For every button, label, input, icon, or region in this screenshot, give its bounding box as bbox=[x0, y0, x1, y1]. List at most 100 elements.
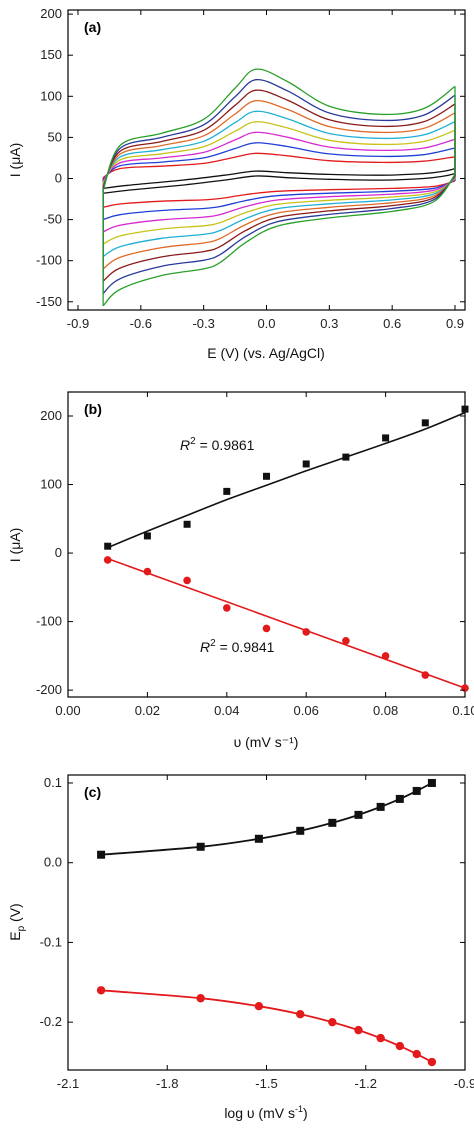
axes-b: 0.00 0.02 0.04 0.06 0.08 0.10 -200 -100 0 100 200 bbox=[36, 392, 474, 718]
panel-c: (c) -2.1 -1.8 -1.5 -1.2 -0.9 -0.2 -0.1 0.0 0.1 l… bbox=[7, 774, 474, 1121]
cv-cathodic-branch bbox=[102, 177, 456, 258]
cv-cathodic-branch bbox=[102, 180, 456, 208]
y-tick-label: 50 bbox=[48, 129, 62, 144]
cv-anodic-branch bbox=[102, 142, 456, 180]
y-tick-label: -0.1 bbox=[40, 934, 62, 949]
data-point-square bbox=[342, 453, 350, 461]
data-point-square bbox=[427, 778, 436, 787]
data-point-circle bbox=[342, 636, 350, 645]
x-tick-label: -0.9 bbox=[67, 316, 89, 331]
y-axis-label-b: I (μA) bbox=[7, 528, 23, 563]
x-tick-label: -0.3 bbox=[192, 316, 214, 331]
data-point-circle bbox=[296, 1009, 305, 1019]
panel-label-a: (a) bbox=[84, 19, 101, 35]
data-point-circle bbox=[103, 556, 112, 564]
data-point-circle bbox=[328, 1017, 337, 1027]
y-tick-label: -100 bbox=[36, 253, 62, 268]
x-axis-label-a: E (V) (vs. Ag/AgCl) bbox=[207, 345, 324, 361]
panel-label-c: (c) bbox=[84, 784, 101, 800]
y-tick-label: 200 bbox=[40, 6, 62, 21]
y-tick-label: -200 bbox=[36, 682, 62, 697]
x-axis-label-b: υ (mV s⁻¹) bbox=[234, 734, 299, 750]
fit-line bbox=[107, 411, 466, 549]
y-tick-label: 200 bbox=[40, 408, 62, 423]
x-tick-label: 0.02 bbox=[135, 703, 160, 718]
x-tick-label: -1.5 bbox=[255, 1076, 277, 1091]
x-tick-label: -1.2 bbox=[355, 1076, 377, 1091]
y-axis-label-a: I (μA) bbox=[7, 143, 23, 178]
data-point-square bbox=[223, 487, 231, 495]
data-point-square bbox=[421, 419, 429, 427]
data-point-square bbox=[412, 786, 421, 795]
cv-curves bbox=[102, 68, 456, 307]
r2-annotation-reduction: R2 = 0.9841 bbox=[200, 638, 275, 655]
y-axis-label-c: Ep (V) bbox=[7, 903, 27, 940]
data-point-square bbox=[376, 802, 385, 811]
cv-cathodic-branch bbox=[102, 174, 456, 295]
x-tick-label: 0.04 bbox=[214, 703, 239, 718]
data-point-square bbox=[143, 532, 151, 540]
x-tick-label: 0.9 bbox=[446, 316, 464, 331]
y-tick-label: 0 bbox=[55, 170, 62, 185]
x-tick-label: 0.00 bbox=[55, 703, 80, 718]
data-point-circle bbox=[223, 604, 231, 612]
cv-cathodic-branch bbox=[102, 175, 456, 282]
data-point-square bbox=[354, 810, 363, 819]
x-tick-label: 0.3 bbox=[320, 316, 338, 331]
data-point-square bbox=[104, 542, 112, 550]
data-point-square bbox=[395, 794, 404, 803]
x-axis-label-c: log υ (mV s-1) bbox=[224, 1104, 307, 1121]
y-tick-label: -100 bbox=[36, 614, 62, 629]
x-tick-label: -2.1 bbox=[57, 1076, 79, 1091]
axes-a: -0.9 -0.6 -0.3 0.0 0.3 0.6 0.9 -150 -100 -50 0 50 10… bbox=[36, 6, 465, 331]
data-point-circle bbox=[254, 1002, 264, 1011]
data-point-square bbox=[263, 472, 270, 480]
x-tick-label: -0.6 bbox=[130, 316, 152, 331]
cv-cathodic-branch bbox=[102, 178, 456, 233]
cv-anodic-branch bbox=[102, 100, 456, 187]
scan-rate-data bbox=[103, 405, 469, 692]
data-point-square bbox=[97, 850, 106, 859]
panel-label-b: (b) bbox=[84, 401, 102, 417]
panel-a: (a) -0.9 -0.6 -0.3 0.0 0.3 0.6 0.9 -150 -100 -50 0… bbox=[7, 6, 466, 361]
y-tick-label: -150 bbox=[36, 294, 62, 309]
data-point-square bbox=[382, 434, 390, 442]
data-point-circle bbox=[381, 652, 390, 660]
data-point-circle bbox=[376, 1033, 385, 1043]
y-tick-label: 100 bbox=[40, 477, 62, 492]
x-tick-label: 0.0 bbox=[257, 316, 275, 331]
data-point-circle bbox=[412, 1049, 421, 1059]
data-point-circle bbox=[196, 994, 205, 1003]
data-point-circle bbox=[143, 567, 152, 576]
cv-cathodic-branch bbox=[102, 174, 456, 307]
y-tick-label: -50 bbox=[43, 212, 62, 227]
cv-anodic-branch bbox=[102, 110, 456, 185]
cv-anodic-branch bbox=[102, 68, 456, 192]
x-tick-label: 0.10 bbox=[452, 703, 474, 718]
cv-cathodic-branch bbox=[102, 177, 456, 245]
y-tick-label: 150 bbox=[40, 47, 62, 62]
data-point-circle bbox=[183, 576, 191, 585]
peak-potential-data bbox=[96, 778, 437, 1067]
cv-cathodic-branch bbox=[102, 176, 456, 270]
cv-cathodic-branch bbox=[102, 179, 456, 221]
cv-anodic-branch bbox=[102, 131, 456, 182]
y-tick-label: 0.0 bbox=[44, 855, 62, 870]
data-point-circle bbox=[421, 671, 430, 679]
cv-anodic-branch bbox=[102, 89, 456, 188]
data-point-square bbox=[183, 520, 191, 528]
y-tick-label: 100 bbox=[40, 88, 62, 103]
data-point-square bbox=[296, 826, 305, 835]
cv-anodic-branch bbox=[102, 79, 456, 190]
plot-frame-c bbox=[67, 774, 466, 1071]
cv-cathodic-branch bbox=[103, 172, 456, 194]
axes-c: -2.1 -1.8 -1.5 -1.2 -0.9 -0.2 -0.1 0.0 0.1 bbox=[40, 775, 474, 1091]
cv-anodic-branch bbox=[102, 121, 456, 183]
x-tick-label: 0.06 bbox=[294, 703, 319, 718]
cv-anodic-branch bbox=[103, 167, 456, 190]
data-point-square bbox=[461, 405, 469, 413]
cv-anodic-branch bbox=[102, 152, 456, 179]
data-point-circle bbox=[96, 986, 106, 995]
y-tick-label: 0 bbox=[55, 545, 62, 560]
